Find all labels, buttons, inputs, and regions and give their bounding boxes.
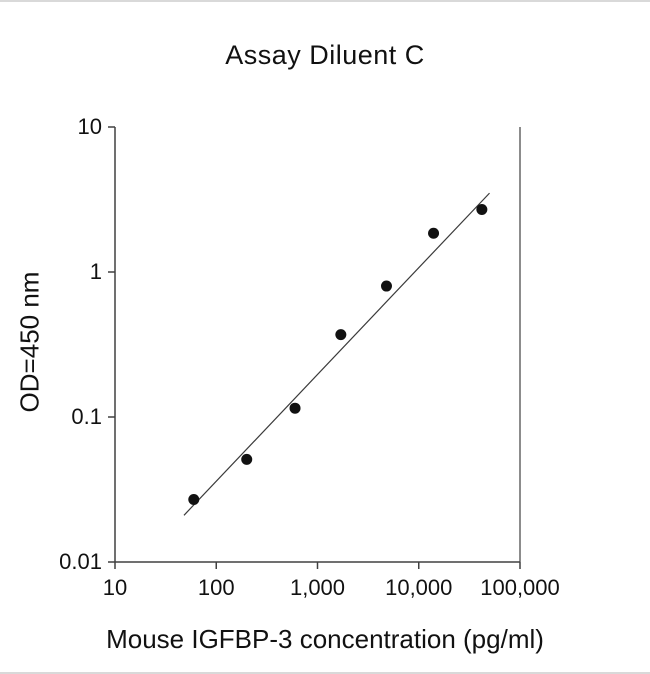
data-point <box>476 203 488 215</box>
data-point <box>428 227 440 239</box>
x-tick-label: 100 <box>198 575 235 600</box>
trend-line <box>183 192 490 516</box>
x-tick-label: 10 <box>103 575 127 600</box>
data-point <box>289 402 301 414</box>
y-tick-label: 0.01 <box>59 549 102 574</box>
chart-title: Assay Diluent C <box>225 40 425 70</box>
x-tick-label: 100,000 <box>480 575 560 600</box>
data-point <box>188 493 200 505</box>
data-point <box>335 329 347 341</box>
data-point <box>241 453 253 465</box>
x-tick-label: 10,000 <box>385 575 452 600</box>
y-tick-label: 10 <box>78 114 102 139</box>
x-axis-label: Mouse IGFBP-3 concentration (pg/ml) <box>106 624 544 654</box>
x-tick-label: 1,000 <box>290 575 345 600</box>
y-tick-label: 1 <box>90 259 102 284</box>
y-tick-label: 0.1 <box>71 404 102 429</box>
data-point <box>380 280 392 292</box>
